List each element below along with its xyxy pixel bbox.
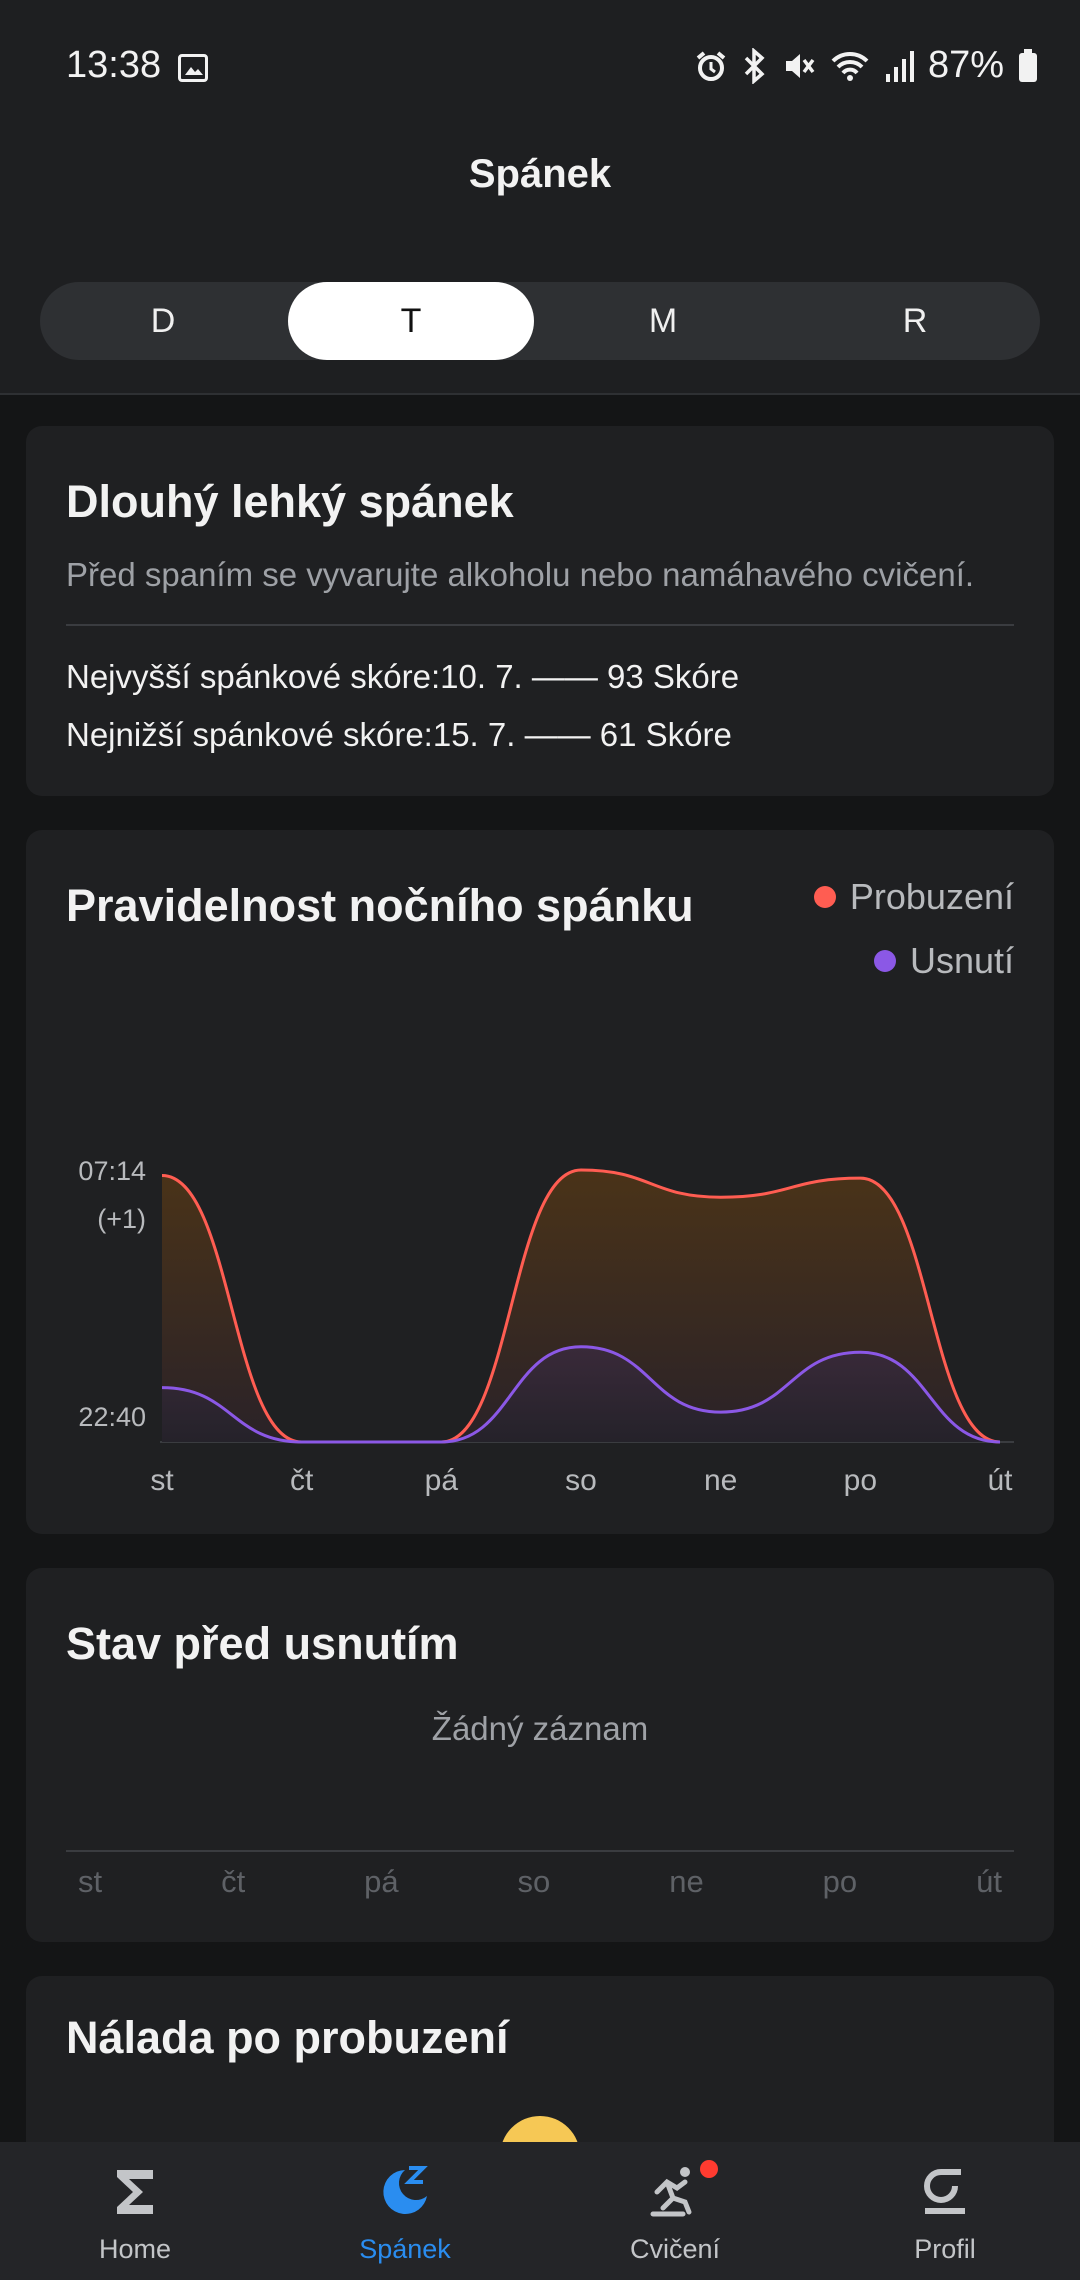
exercise-notification-dot: [700, 2160, 718, 2178]
day-label: út: [976, 1864, 1002, 1899]
x-tick-label: st: [150, 1464, 174, 1497]
tab-month[interactable]: M: [648, 302, 678, 340]
legend-sleep-dot: [873, 950, 896, 972]
x-tick-label: po: [844, 1464, 877, 1497]
day-label: pá: [364, 1864, 399, 1899]
x-tick-label: ne: [704, 1464, 737, 1497]
period-tab-selector: D T M R: [40, 282, 1040, 360]
divider: [66, 624, 1014, 626]
summary-advice: Před spaním se vyvarujte alkoholu nebo n…: [66, 556, 975, 593]
sleep-line: [161, 1345, 1001, 1444]
regularity-chart: 07:14 (+1) 22:40 st čt pá so ne po út: [78, 1156, 1014, 1497]
y-tick-top-note: (+1): [97, 1204, 146, 1234]
profile-g-icon: [924, 2169, 965, 2214]
tab-day[interactable]: D: [150, 302, 176, 340]
signal-icon: [885, 50, 914, 82]
worst-score-text: Nejnižší spánkové skóre:15. 7. —— 61 Skó…: [66, 716, 732, 753]
day-label: so: [517, 1864, 551, 1899]
mood-title: Nálada po probuzení: [66, 2012, 509, 2063]
nav-sleep[interactable]: Spánek: [270, 2142, 540, 2280]
status-time: 13:38: [66, 44, 162, 86]
legend-wake: Probuzení: [813, 876, 1014, 918]
legend-wake-label: Probuzení: [849, 876, 1014, 917]
nav-profile-label: Profil: [914, 2234, 976, 2264]
presleep-title: Stav před usnutím: [66, 1618, 459, 1669]
day-label: po: [822, 1864, 858, 1899]
nav-sleep-label: Spánek: [359, 2234, 451, 2264]
presleep-state-card: Stav před usnutím Žádný záznam st čt pá …: [26, 1568, 1054, 1942]
sleep-regularity-card: Pravidelnost nočního spánku Probuzení Us…: [26, 830, 1054, 1534]
day-label: ne: [669, 1864, 704, 1899]
status-icons: 87%: [694, 44, 1038, 87]
wake-area: [162, 1170, 1000, 1442]
regularity-title: Pravidelnost nočního spánku: [66, 880, 694, 931]
bottom-navigation: Home Spánek Cvičení Profil: [0, 2142, 1080, 2280]
presleep-day-labels: st čt pá so ne po út: [66, 1864, 1014, 1900]
legend-wake-dot: [813, 886, 836, 908]
wake-line: [161, 1168, 1001, 1444]
x-tick-label: pá: [425, 1464, 459, 1497]
legend-sleep: Usnutí: [873, 940, 1014, 982]
alarm-icon: [696, 50, 726, 81]
y-tick-top: 07:14: [78, 1156, 146, 1186]
presleep-baseline: [66, 1850, 1014, 1852]
tab-year[interactable]: R: [902, 302, 928, 340]
best-score-text: Nejvyšší spánkové skóre:10. 7. —— 93 Skó…: [66, 658, 740, 695]
nav-exercise-label: Cvičení: [629, 2234, 721, 2264]
no-record-text: Žádný záznam: [431, 1710, 649, 1747]
y-tick-bottom: 22:40: [78, 1402, 146, 1432]
nav-home-label: Home: [98, 2234, 172, 2264]
sleep-area: [162, 1346, 1000, 1442]
sleep-summary-card: Dlouhý lehký spánek Před spaním se vyvar…: [26, 426, 1054, 796]
summary-title: Dlouhý lehký spánek: [66, 476, 514, 527]
nav-home[interactable]: Home: [0, 2142, 270, 2280]
sigma-icon: [117, 2170, 153, 2214]
page-title: Spánek: [468, 152, 612, 196]
wifi-icon: [831, 51, 869, 81]
nav-exercise[interactable]: Cvičení: [540, 2142, 810, 2280]
day-label: st: [78, 1864, 103, 1899]
moon-z-icon: [383, 2166, 428, 2214]
runner-icon: [650, 2167, 692, 2217]
nav-profile[interactable]: Profil: [810, 2142, 1080, 2280]
legend-sleep-label: Usnutí: [909, 940, 1014, 981]
day-label: čt: [221, 1864, 246, 1899]
x-tick-label: so: [565, 1464, 597, 1497]
tab-week[interactable]: T: [288, 282, 534, 360]
top-app-bar: 13:38 87% Spánek D T M R: [0, 0, 1080, 395]
status-bar: 13:38 87%: [0, 0, 1080, 130]
x-tick-label: út: [987, 1464, 1013, 1497]
mute-icon: [785, 53, 815, 78]
gallery-notification-icon: [178, 54, 208, 82]
x-tick-label: čt: [290, 1464, 314, 1497]
battery-icon: [1019, 48, 1037, 82]
bluetooth-icon: [744, 47, 765, 84]
battery-percent: 87%: [927, 44, 1004, 86]
